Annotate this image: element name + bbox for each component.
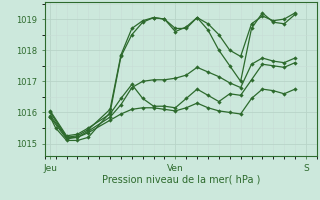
X-axis label: Pression niveau de la mer( hPa ): Pression niveau de la mer( hPa ): [102, 174, 260, 184]
